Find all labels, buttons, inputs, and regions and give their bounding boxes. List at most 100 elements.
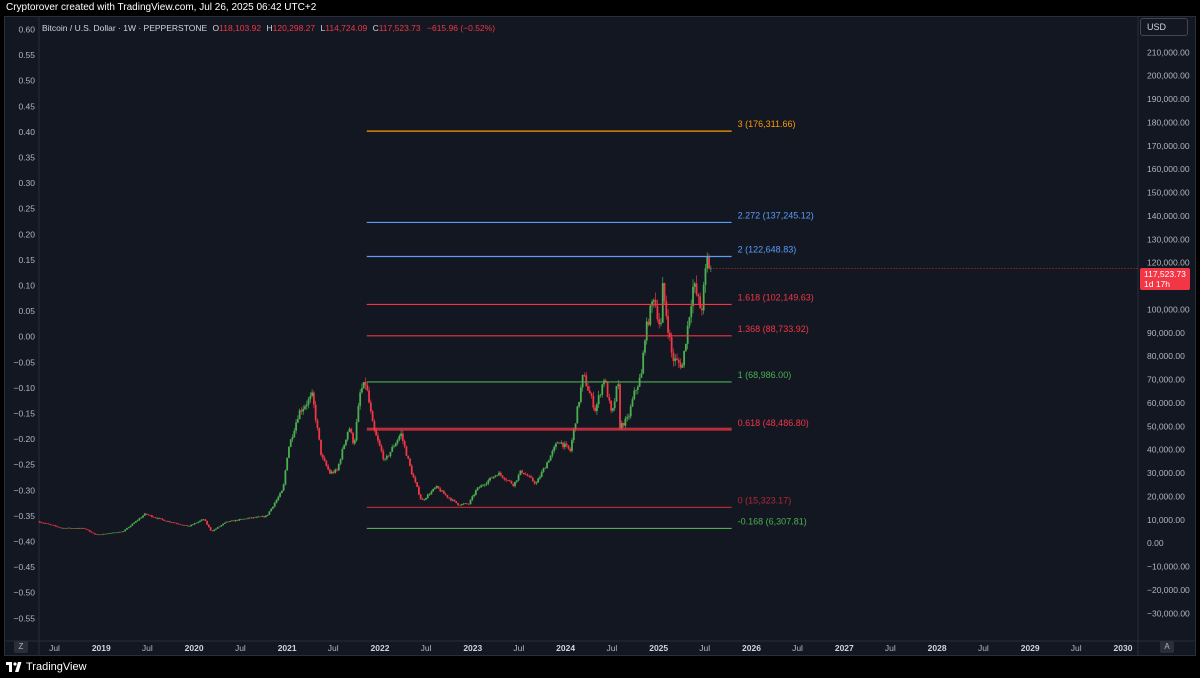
candle bbox=[181, 524, 184, 526]
candle bbox=[337, 463, 340, 471]
price-scale-tick-label: −10,000.00 bbox=[1147, 562, 1190, 572]
candle-body bbox=[661, 283, 664, 323]
candle-body bbox=[652, 300, 655, 302]
candle bbox=[603, 378, 605, 388]
candle bbox=[578, 401, 580, 409]
candle-body bbox=[295, 422, 297, 431]
candle bbox=[385, 454, 388, 461]
candle bbox=[257, 515, 260, 518]
candle-body bbox=[216, 527, 219, 529]
candle bbox=[378, 438, 381, 447]
candle bbox=[236, 519, 239, 522]
candle bbox=[612, 407, 614, 413]
candle-body bbox=[314, 404, 317, 421]
candle bbox=[273, 501, 276, 508]
candle-body bbox=[656, 305, 659, 320]
candle-body bbox=[337, 463, 340, 471]
candle bbox=[110, 532, 112, 534]
candle bbox=[555, 442, 557, 450]
candle bbox=[348, 427, 351, 433]
candle bbox=[165, 520, 168, 522]
candle bbox=[190, 524, 192, 527]
candle bbox=[353, 438, 356, 446]
price-scale-tick-label: −30,000.00 bbox=[1147, 608, 1190, 618]
candle bbox=[594, 405, 597, 413]
candle-body bbox=[309, 395, 312, 400]
auto-scale-button[interactable]: A bbox=[1160, 641, 1174, 653]
left-scale-tick-label: −0.20 bbox=[13, 434, 35, 444]
time-scale-tick-label: 2022 bbox=[371, 643, 390, 653]
candle-body bbox=[690, 306, 693, 318]
tradingview-logo[interactable]: TradingView bbox=[6, 660, 87, 674]
candle-body bbox=[393, 446, 395, 448]
candle bbox=[45, 523, 48, 525]
candle-body bbox=[410, 465, 413, 475]
candle-body bbox=[706, 256, 709, 269]
candle-body bbox=[234, 520, 237, 522]
candle bbox=[184, 524, 187, 526]
candle bbox=[54, 525, 57, 527]
candle bbox=[492, 476, 495, 479]
candle bbox=[289, 438, 292, 448]
candle-body bbox=[172, 522, 175, 524]
candle bbox=[85, 528, 87, 530]
candle-body bbox=[595, 404, 598, 412]
candle bbox=[490, 476, 493, 479]
candle-body bbox=[118, 531, 121, 533]
candle-body bbox=[204, 519, 207, 522]
currency-selector[interactable]: USD bbox=[1140, 18, 1188, 36]
candle-body bbox=[131, 523, 134, 526]
candle-body bbox=[633, 390, 636, 400]
candle-body bbox=[553, 446, 556, 451]
symbol-title[interactable]: Bitcoin / U.S. Dollar · 1W · PEPPERSTONE bbox=[42, 23, 208, 33]
candle-body bbox=[359, 392, 362, 406]
candle-body bbox=[81, 528, 84, 529]
time-scale-tick-label: 2030 bbox=[1114, 643, 1133, 653]
candle bbox=[702, 281, 705, 315]
candle bbox=[544, 466, 547, 469]
open-value: 118,103.92 bbox=[219, 23, 262, 33]
bar-countdown: 1d 17h bbox=[1144, 279, 1170, 289]
candle bbox=[279, 491, 281, 498]
candle-body bbox=[425, 497, 427, 500]
candle bbox=[530, 474, 532, 479]
candle bbox=[540, 470, 543, 478]
candle bbox=[384, 458, 386, 462]
candle-body bbox=[40, 522, 43, 524]
candle bbox=[592, 391, 595, 411]
candle bbox=[305, 400, 308, 411]
candle bbox=[464, 503, 467, 505]
candle-body bbox=[270, 508, 273, 512]
candle bbox=[417, 485, 420, 496]
candle-body bbox=[280, 490, 283, 494]
candle bbox=[106, 533, 109, 535]
candle bbox=[487, 478, 490, 486]
chart-pane[interactable]: 0.60 0.55 0.50 0.45 0.40 0.35 0.30 0.25 0.20 0.15… bbox=[4, 16, 1196, 656]
candle-body bbox=[594, 407, 597, 412]
chart-canvas[interactable]: 0.60 0.55 0.50 0.45 0.40 0.35 0.30 0.25 0.20 0.15… bbox=[5, 17, 1195, 655]
candle bbox=[142, 515, 144, 519]
candle-body bbox=[515, 480, 518, 482]
candle bbox=[47, 523, 50, 525]
time-scale-tick-label: 2028 bbox=[928, 643, 947, 653]
candle-body bbox=[679, 362, 682, 368]
left-scale-tick-label: 0.30 bbox=[18, 178, 35, 188]
time-scale-tick-label: Jul bbox=[699, 643, 710, 653]
candle-body bbox=[590, 393, 593, 396]
candle-body bbox=[435, 486, 438, 488]
candle bbox=[227, 521, 230, 523]
candle bbox=[595, 402, 598, 416]
candle bbox=[432, 488, 435, 493]
time-scale-tick-label: Jul bbox=[513, 643, 524, 653]
candle bbox=[325, 459, 328, 467]
candle bbox=[163, 519, 166, 522]
candle-body bbox=[78, 528, 80, 529]
candle-body bbox=[704, 268, 707, 285]
left-scale-tick-label: 0.10 bbox=[18, 281, 35, 291]
time-scale-tick-label: 2027 bbox=[835, 643, 854, 653]
time-scale-tick-label: Jul bbox=[978, 643, 989, 653]
scale-z-button[interactable]: Z bbox=[14, 641, 28, 653]
candle-body bbox=[505, 479, 508, 481]
candle-body bbox=[134, 521, 137, 523]
time-scale-tick-label: Jul bbox=[142, 643, 153, 653]
